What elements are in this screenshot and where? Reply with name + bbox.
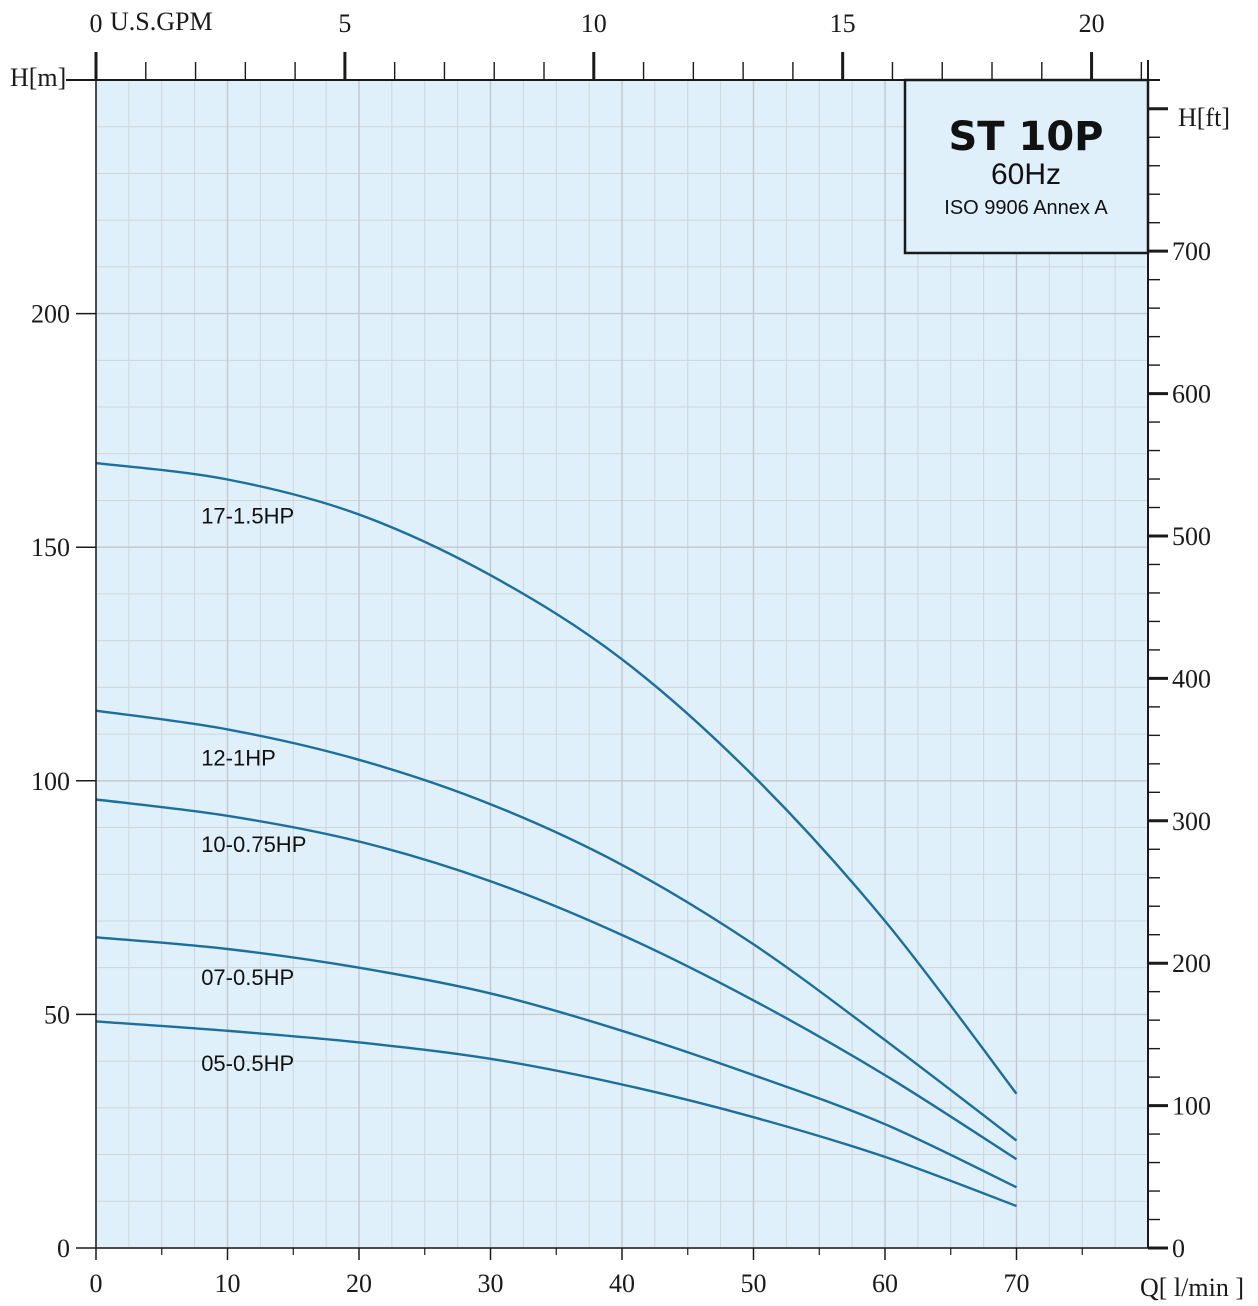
series-labels: 17-1.5HP 12-1HP 10-0.75HP 07-0.5HP 05-0.5HP [201, 503, 306, 1075]
series-lines [95, 461, 1018, 1208]
x-tick-label: 70 [1004, 1269, 1030, 1298]
x2-tick-label: 15 [830, 9, 856, 38]
series-line [95, 461, 1018, 1095]
chart-title: ST 10P [949, 114, 1104, 160]
y-axis: 0 50 100 150 200 [31, 79, 96, 1263]
chart-standard: ISO 9906 Annex A [944, 197, 1108, 219]
y2-tick-label: 400 [1172, 664, 1211, 693]
y2-tick-label: 200 [1172, 949, 1211, 978]
title-box: ST 10P 60Hz ISO 9906 Annex A [903, 78, 1150, 255]
series-label: 17-1.5HP [201, 503, 294, 528]
series-line [95, 936, 1018, 1189]
y2-tick-label: 700 [1172, 237, 1211, 266]
series-label: 05-0.5HP [201, 1051, 294, 1076]
y-tick-label: 100 [31, 767, 70, 796]
x-tick-label: 60 [872, 1269, 898, 1298]
series-line [95, 709, 1018, 1142]
x2-tick-label: 0 [90, 9, 103, 38]
series-line [95, 798, 1018, 1161]
x-axis: 0 10 20 30 40 50 60 70 [90, 1248, 1083, 1298]
y2-tick-label: 0 [1172, 1234, 1185, 1263]
x-tick-label: 50 [741, 1269, 767, 1298]
series-label: 07-0.5HP [201, 965, 294, 990]
x-tick-label: 0 [90, 1269, 103, 1298]
y-axis-title: H[m] [10, 63, 66, 92]
y2-axis-title: H[ft] [1178, 103, 1230, 132]
x-tick-label: 10 [215, 1269, 241, 1298]
y-tick-label: 0 [57, 1234, 70, 1263]
y-tick-label: 150 [31, 533, 70, 562]
title-box-frame [903, 78, 1150, 255]
y2-tick-label: 600 [1172, 380, 1211, 409]
x2-axis-title: U.S.GPM [110, 7, 213, 36]
y-tick-label: 50 [44, 1000, 70, 1029]
series-line [95, 1020, 1017, 1208]
y2-axis: 0 100 200 300 400 500 600 700 [1147, 60, 1211, 1263]
x2-tick-label: 5 [338, 9, 351, 38]
chart-subtitle: 60Hz [991, 158, 1061, 191]
x2-tick-label: 10 [581, 9, 607, 38]
y-tick-label: 200 [31, 300, 70, 329]
x2-tick-label: 20 [1079, 9, 1105, 38]
y2-tick-label: 300 [1172, 807, 1211, 836]
x-tick-label: 20 [346, 1269, 372, 1298]
y2-tick-label: 100 [1172, 1092, 1211, 1121]
series-label: 10-0.75HP [201, 832, 306, 857]
y2-tick-label: 500 [1172, 522, 1211, 551]
x2-axis: 0 5 10 15 20 [66, 9, 1160, 81]
series-label: 12-1HP [201, 745, 276, 770]
x-tick-label: 40 [609, 1269, 635, 1298]
x-axis-title: Q[ l/min ] [1140, 1273, 1244, 1302]
x-tick-label: 30 [478, 1269, 504, 1298]
